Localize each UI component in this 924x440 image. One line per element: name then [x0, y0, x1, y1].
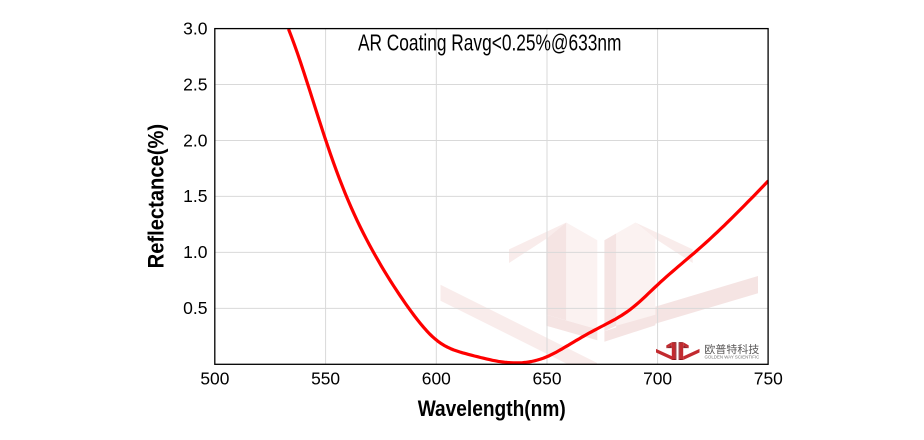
svg-text:1.5: 1.5 [183, 186, 207, 206]
svg-text:3.0: 3.0 [183, 18, 208, 38]
svg-text:GOLDEN WAY SCIENTIFIC: GOLDEN WAY SCIENTIFIC [705, 355, 760, 360]
svg-text:750: 750 [754, 368, 783, 388]
svg-text:500: 500 [200, 368, 229, 388]
svg-text:Wavelength(nm): Wavelength(nm) [418, 396, 566, 421]
svg-text:1.0: 1.0 [183, 242, 208, 262]
svg-text:Reflectance(%): Reflectance(%) [143, 124, 168, 269]
svg-text:AR Coating Ravg<0.25%@633nm: AR Coating Ravg<0.25%@633nm [358, 29, 622, 55]
svg-text:2.0: 2.0 [183, 130, 208, 150]
svg-text:600: 600 [422, 368, 451, 388]
svg-text:550: 550 [311, 368, 340, 388]
svg-text:2.5: 2.5 [183, 74, 207, 94]
svg-text:0.5: 0.5 [183, 298, 207, 318]
svg-text:700: 700 [643, 368, 672, 388]
svg-text:650: 650 [533, 368, 562, 388]
